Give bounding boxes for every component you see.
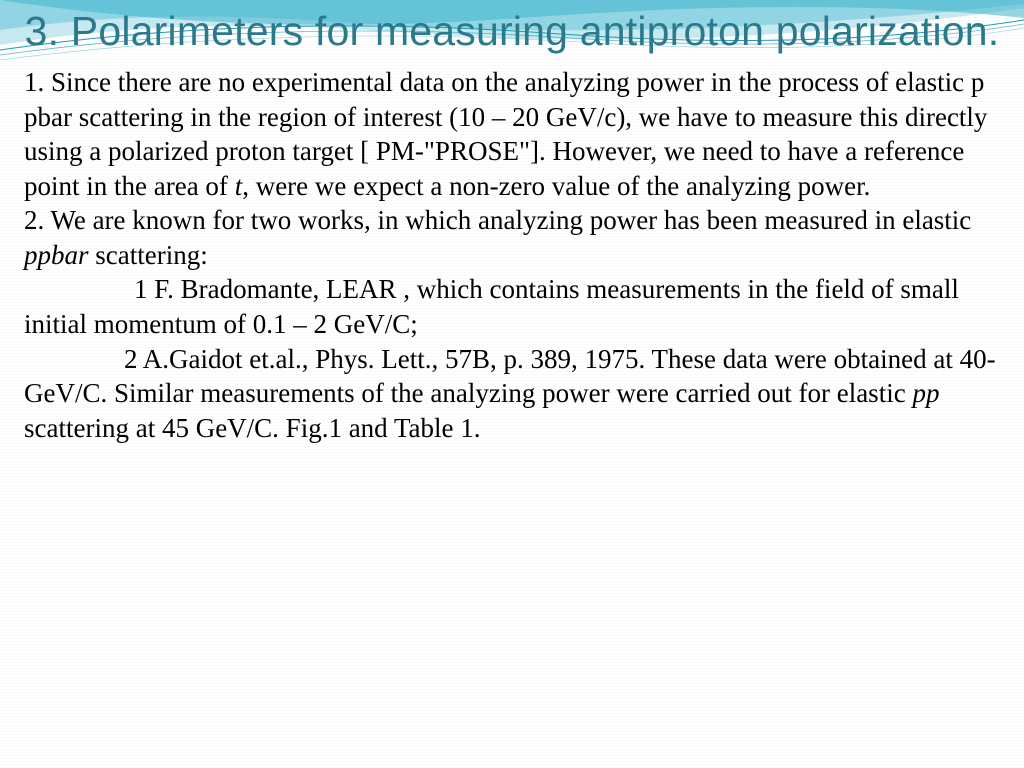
p2-b: scattering: — [89, 240, 208, 270]
paragraph-1: 1. Since there are no experimental data … — [24, 65, 1000, 203]
slide-title: 3. Polarimeters for measuring antiproton… — [24, 8, 1000, 55]
slide-body: 1. Since there are no experimental data … — [24, 65, 1000, 445]
p4-a: 2 A.Gaidot et.al., Phys. Lett., 57B, p. … — [24, 344, 996, 409]
paragraph-4: 2 A.Gaidot et.al., Phys. Lett., 57B, p. … — [24, 342, 1000, 446]
paragraph-2: 2. We are known for two works, in which … — [24, 203, 1000, 272]
p1-b: , were we expect a non-zero value of the… — [242, 171, 870, 201]
p2-ppbar-italic: ppbar — [24, 240, 89, 270]
paragraph-3: 1 F. Bradomante, LEAR , which contains m… — [24, 272, 1000, 341]
p4-pp-italic: pp — [912, 378, 939, 408]
slide-content: 3. Polarimeters for measuring antiproton… — [0, 0, 1024, 768]
p2-a: 2. We are known for two works, in which … — [24, 205, 971, 235]
p4-b: scattering at 45 GeV/C. Fig.1 and Table … — [24, 413, 481, 443]
